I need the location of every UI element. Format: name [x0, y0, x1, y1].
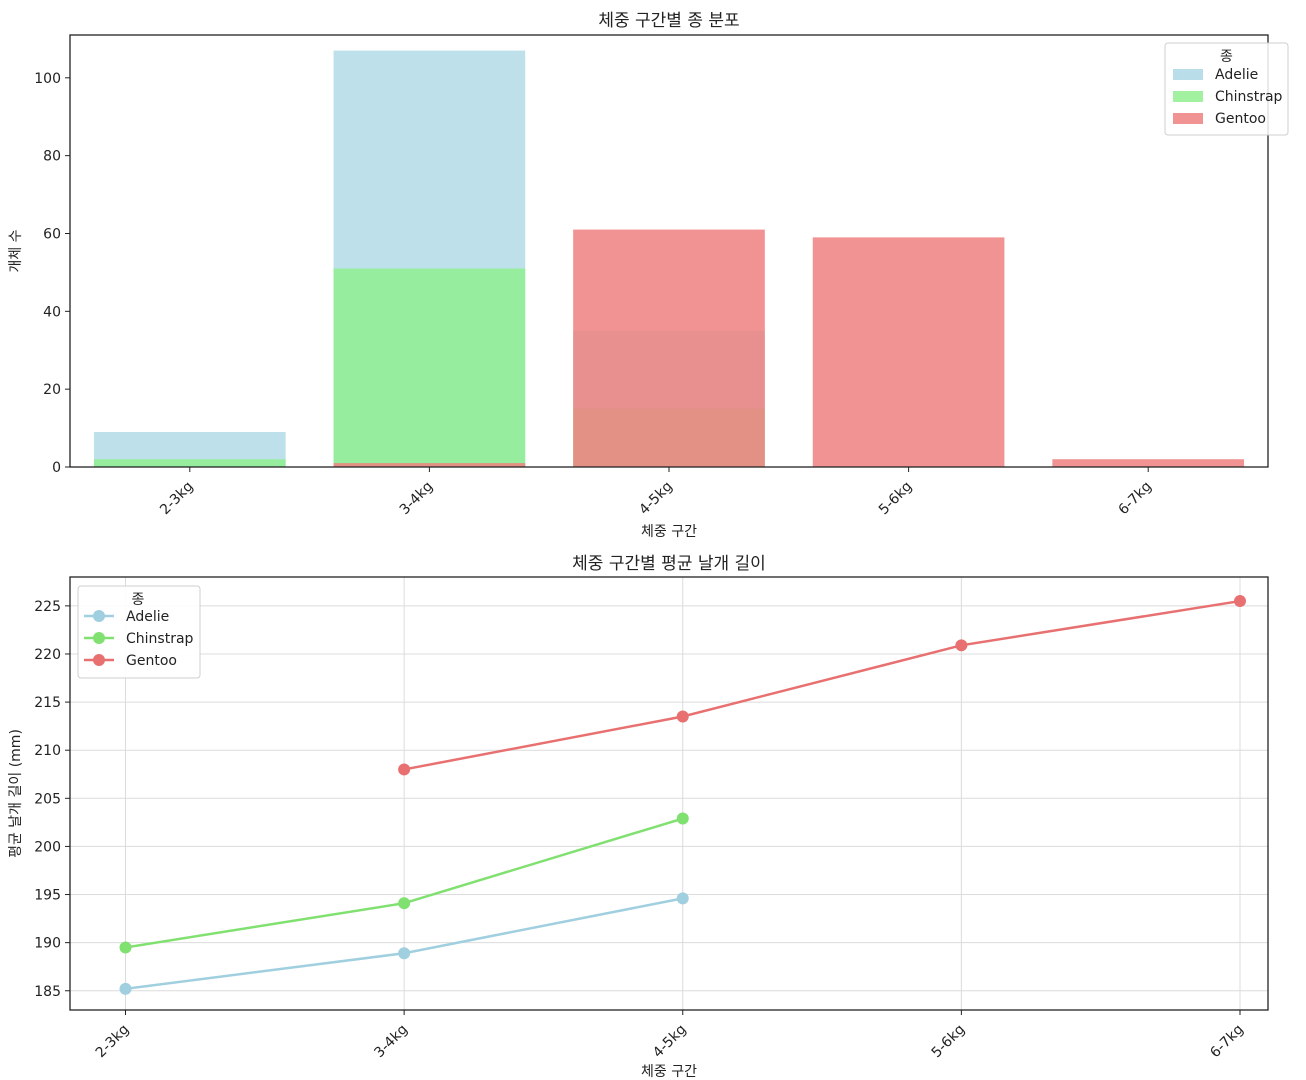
y-tick-label: 80 [43, 149, 61, 165]
chart-title: 체중 구간별 종 분포 [598, 11, 739, 31]
y-tick-label: 40 [43, 304, 61, 320]
legend-label-chinstrap: Chinstrap [126, 631, 194, 647]
point-gentoo-4-5kg [676, 710, 689, 723]
bar-gentoo-5-6kg [812, 237, 1005, 467]
point-chinstrap-4-5kg [676, 812, 689, 825]
legend: 종 Adelie Chinstrap Gentoo [1164, 42, 1289, 136]
y-tick-label: 185 [34, 984, 61, 1000]
legend-swatch-gentoo [1173, 113, 1203, 124]
y-tick-label: 200 [34, 839, 61, 855]
x-axis-label: 체중 구간 [641, 524, 697, 540]
legend-title: 종 [132, 592, 145, 608]
legend-label-adelie: Adelie [1215, 67, 1258, 83]
legend-label-chinstrap: Chinstrap [1215, 89, 1283, 105]
legend-box [77, 585, 201, 679]
y-tick-label: 215 [34, 695, 61, 711]
point-adelie-3-4kg [398, 947, 411, 960]
bar-gentoo-3-4kg [333, 463, 526, 467]
legend-label-adelie: Adelie [126, 609, 169, 625]
y-tick-label: 210 [34, 743, 61, 759]
point-chinstrap-3-4kg [398, 897, 411, 910]
legend-swatch-chinstrap [1173, 91, 1203, 102]
legend-label-gentoo: Gentoo [1215, 111, 1266, 127]
y-tick-label: 100 [34, 71, 61, 87]
legend-label-gentoo: Gentoo [126, 653, 177, 669]
point-gentoo-5-6kg [955, 639, 968, 652]
plot-frame [69, 576, 1269, 1011]
y-axis-label: 평균 날개 길이 (mm) [8, 729, 24, 858]
bar-chinstrap-2-3kg [93, 459, 286, 467]
point-gentoo-6-7kg [1234, 595, 1246, 608]
x-tick-label: 5-6kg [876, 479, 916, 519]
x-axis-label: 체중 구간 [641, 1064, 697, 1080]
x-tick-label: 4-5kg [650, 1022, 690, 1062]
legend-marker-chinstrap [93, 632, 105, 644]
legend-title: 종 [1220, 49, 1233, 65]
y-tick-label: 225 [34, 599, 61, 615]
x-tick-label: 3-4kg [371, 1022, 411, 1062]
y-tick-label: 20 [43, 382, 61, 398]
x-tick-label: 2-3kg [93, 1022, 133, 1062]
y-tick-label: 60 [43, 226, 61, 242]
x-tick-label: 6-7kg [1116, 479, 1156, 519]
legend-box [1164, 42, 1289, 136]
point-gentoo-3-4kg [398, 763, 411, 776]
point-adelie-4-5kg [676, 892, 689, 905]
legend-marker-gentoo [93, 654, 105, 666]
x-tick-label: 6-7kg [1207, 1022, 1247, 1062]
chart-title: 체중 구간별 평균 날개 길이 [572, 554, 766, 574]
y-tick-label: 205 [34, 791, 61, 807]
legend-swatch-adelie [1173, 69, 1203, 80]
y-tick-label: 190 [34, 936, 61, 952]
bar-chart: 0 20 40 60 80 100 2-3kg 3-4kg 4-5kg 5-6kg 6-7kg 체중 … [8, 11, 1289, 540]
x-tick-label: 2-3kg [157, 479, 197, 519]
x-tick-label: 4-5kg [636, 479, 676, 519]
point-adelie-2-3kg [119, 982, 132, 995]
point-chinstrap-2-3kg [119, 941, 132, 954]
y-tick-label: 195 [34, 888, 61, 904]
y-tick-label: 0 [52, 460, 61, 476]
series-line-gentoo [403, 599, 1241, 771]
x-tick-label: 3-4kg [397, 479, 437, 519]
legend-marker-adelie [93, 610, 105, 622]
y-tick-label: 220 [34, 647, 61, 663]
x-tick-label: 5-6kg [929, 1022, 969, 1062]
line-chart: 185 190 195 200 205 210 215 220 225 2-3kg 3-4kg 4-5… [8, 554, 1269, 1080]
bar-chinstrap-3-4kg [333, 268, 526, 467]
bar-gentoo-4-5kg [573, 229, 765, 467]
bar-gentoo-6-7kg [1052, 459, 1245, 467]
y-axis-label: 개체 수 [8, 229, 24, 272]
